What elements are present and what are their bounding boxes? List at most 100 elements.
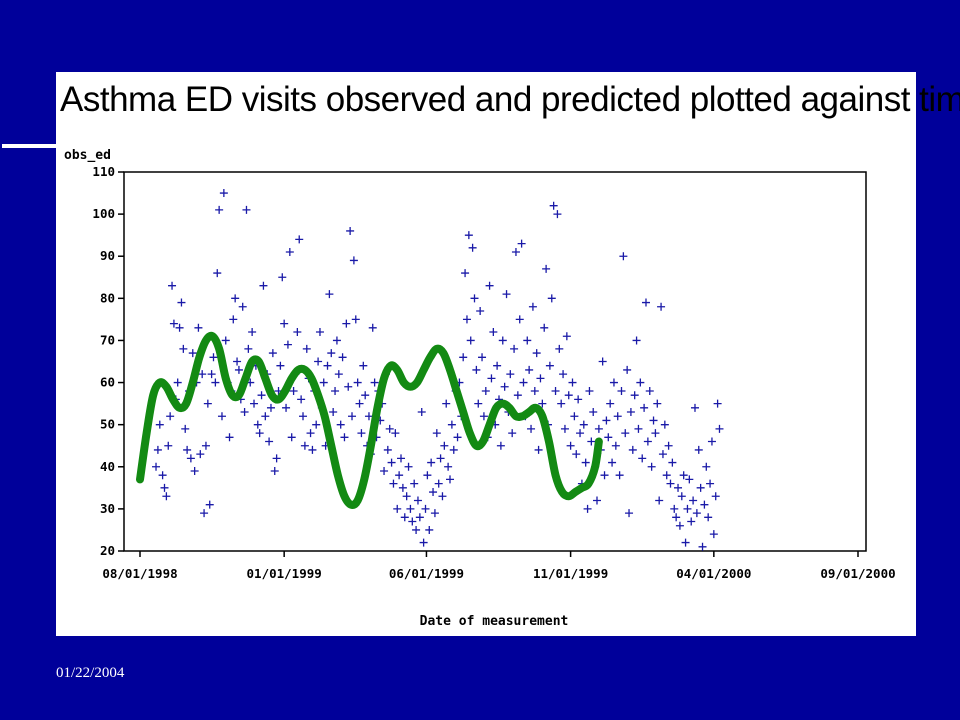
observed-point [508,429,517,438]
observed-point [613,412,622,421]
observed-point [600,471,609,480]
observed-point [391,429,400,438]
observed-point [153,445,162,454]
observed-point [589,408,598,417]
observed-point [630,391,639,400]
observed-point [513,391,522,400]
observed-point [265,437,274,446]
observed-point [481,386,490,395]
observed-point [400,513,409,522]
observed-point [444,462,453,471]
axes: 20 30 40 50 60 70 80 90 100 110 08/01/1998 01/01/19… [92,164,895,581]
observed-point [293,328,302,337]
observed-point [615,471,624,480]
observed-point [194,323,203,332]
observed-point [404,462,413,471]
observed-point [349,256,358,265]
observed-point [625,509,634,518]
observed-point [560,424,569,433]
observed-point [383,445,392,454]
observed-point [530,386,539,395]
observed-point [713,399,722,408]
observed-point [562,332,571,341]
observed-point [638,454,647,463]
observed-point [587,437,596,446]
observed-point [181,424,190,433]
observed-point [662,471,671,480]
observed-point [255,429,264,438]
observed-point [219,189,228,198]
observed-point [689,496,698,505]
observed-point [528,302,537,311]
observed-point [438,492,447,501]
observed-point [282,403,291,412]
y-tick-label: 70 [100,332,115,347]
observed-point [476,306,485,315]
observed-point [272,454,281,463]
observed-point [540,323,549,332]
observed-point [179,344,188,353]
observed-point [585,386,594,395]
observed-point [368,323,377,332]
observed-point [538,399,547,408]
observed-point [287,433,296,442]
observed-point [225,433,234,442]
observed-point [496,441,505,450]
y-tick-label: 80 [100,290,115,305]
observed-point [498,336,507,345]
observed-point [285,248,294,257]
observed-point [568,378,577,387]
observed-point [651,429,660,438]
observed-point [619,252,628,261]
observed-point [700,500,709,509]
observed-point [340,433,349,442]
observed-point [207,370,216,379]
observed-point [201,441,210,450]
observed-point [166,412,175,421]
observed-point [152,462,161,471]
observed-point [489,328,498,337]
observed-point [709,530,718,539]
observed-point [510,344,519,353]
observed-point [545,361,554,370]
y-axis-title: obs_ed [64,148,111,163]
observed-point [397,454,406,463]
observed-point [664,441,673,450]
observed-point [183,445,192,454]
observed-point [308,445,317,454]
observed-point [658,450,667,459]
observed-point [342,319,351,328]
x-axis-title: Date of measurement [420,614,569,629]
observed-point [687,517,696,526]
predicted-curve [136,331,603,509]
plot-frame [123,171,867,552]
observed-point [581,458,590,467]
observed-point [357,429,366,438]
observed-point [266,403,275,412]
observed-point [402,492,411,501]
observed-point [532,349,541,358]
observed-point [442,399,451,408]
observed-point [566,441,575,450]
observed-point [551,386,560,395]
y-tick-label: 50 [100,417,115,432]
observed-point [389,479,398,488]
observed-point [500,382,509,391]
observed-point [609,378,618,387]
observed-point [323,361,332,370]
observed-point [211,378,220,387]
observed-point [413,496,422,505]
observed-point [692,509,701,518]
observed-point [553,210,562,219]
observed-point [657,302,666,311]
observed-point [570,412,579,421]
observed-point [711,492,720,501]
observed-point [177,298,186,307]
observed-point [175,323,184,332]
observed-point [611,441,620,450]
observed-point [393,504,402,513]
observed-point [158,471,167,480]
observed-point [660,420,669,429]
observed-point [549,201,558,210]
observed-point [300,441,309,450]
